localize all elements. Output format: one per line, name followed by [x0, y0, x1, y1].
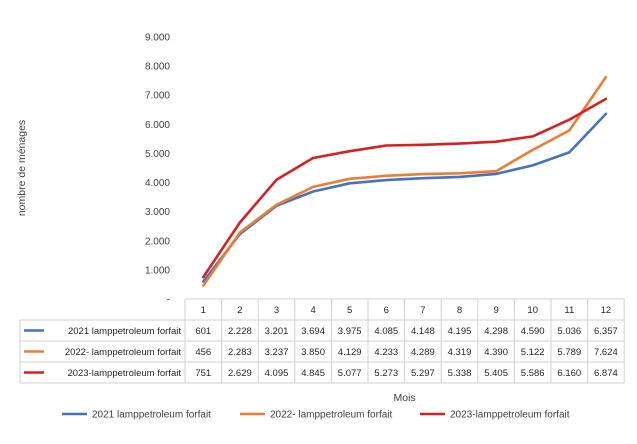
table-cell: 4.845	[301, 368, 325, 379]
table-cell: 4.148	[411, 326, 435, 337]
x-tick-label: 1	[201, 305, 206, 316]
y-tick-label: -	[167, 295, 170, 306]
series-line	[202, 75, 608, 288]
x-tick-label: 10	[527, 305, 538, 316]
table-series-label: 2022- lamppetroleum forfait	[65, 347, 182, 358]
table-cell: 4.390	[484, 347, 508, 358]
table-cell: 2.629	[228, 368, 252, 379]
table-cell: 5.789	[557, 347, 581, 358]
table-cell: 5.122	[521, 347, 545, 358]
y-tick-label: 6.000	[145, 120, 170, 131]
y-axis-title: nombre de ménages	[16, 120, 28, 216]
table-cell: 5.273	[374, 368, 398, 379]
x-tick-label: 6	[384, 305, 389, 316]
table-series-label: 2023-lamppetroleum forfait	[67, 368, 181, 379]
x-tick-label: 5	[347, 305, 352, 316]
legend-label: 2021 lamppetroleum forfait	[92, 410, 211, 421]
table-series-label: 2021 lamppetroleum forfait	[68, 326, 181, 337]
table-cell: 3.975	[338, 326, 362, 337]
plot-area	[202, 75, 608, 288]
x-tick-label: 8	[457, 305, 462, 316]
table-cell: 2.228	[228, 326, 252, 337]
table-cell: 3.694	[301, 326, 325, 337]
table-cell: 4.590	[521, 326, 545, 337]
x-tick-label: 12	[601, 305, 612, 316]
table-cell: 5.586	[521, 368, 545, 379]
table-cell: 5.338	[448, 368, 472, 379]
x-tick-label: 11	[564, 305, 574, 316]
table-cell: 2.283	[228, 347, 252, 358]
x-tick-label: 2	[237, 305, 242, 316]
y-tick-label: 7.000	[145, 91, 170, 102]
table-cell: 7.624	[594, 347, 618, 358]
legend-label: 2023-lamppetroleum forfait	[450, 410, 570, 421]
y-tick-label: 5.000	[145, 149, 170, 160]
table-cell: 6.357	[594, 326, 618, 337]
table-cell: 751	[195, 368, 211, 379]
x-tick-label: 9	[493, 305, 498, 316]
x-tick-label: 7	[420, 305, 425, 316]
table-cell: 6.874	[594, 368, 618, 379]
table-cell: 4.233	[374, 347, 398, 358]
table-cell: 4.095	[265, 368, 289, 379]
table-cell: 3.237	[265, 347, 289, 358]
y-tick-label: 1.000	[145, 265, 170, 276]
legend-label: 2022- lamppetroleum forfait	[270, 410, 393, 421]
table-cell: 4.298	[484, 326, 508, 337]
series-line	[202, 97, 608, 279]
table-cell: 5.297	[411, 368, 435, 379]
y-tick-label: 4.000	[145, 178, 170, 189]
x-tick-label: 4	[310, 305, 315, 316]
table-cell: 4.289	[411, 347, 435, 358]
table-cell: 4.319	[448, 347, 472, 358]
x-axis-title: Mois	[394, 392, 416, 404]
table-cell: 4.085	[374, 326, 398, 337]
series-line	[202, 112, 608, 283]
y-tick-label: 9.000	[145, 33, 170, 44]
y-tick-label: 2.000	[145, 236, 170, 247]
y-tick-label: 8.000	[145, 62, 170, 73]
y-tick-label: 3.000	[145, 207, 170, 218]
table-cell: 4.195	[448, 326, 472, 337]
y-axis: - 1.000 2.000 3.000 4.000 5.000 6.000 7.000 8.00…	[16, 33, 170, 306]
table-cell: 6.160	[557, 368, 581, 379]
table-cell: 5.405	[484, 368, 508, 379]
table-cell: 3.201	[265, 326, 289, 337]
table-cell: 5.036	[557, 326, 581, 337]
table-cell: 601	[195, 326, 211, 337]
legend: 2021 lamppetroleum forfait 2022- lamppetr…	[62, 410, 570, 421]
table-cell: 4.129	[338, 347, 362, 358]
table-cell: 5.077	[338, 368, 362, 379]
table-cell: 456	[195, 347, 211, 358]
table-cell: 3.850	[301, 347, 325, 358]
x-tick-label: 3	[274, 305, 279, 316]
